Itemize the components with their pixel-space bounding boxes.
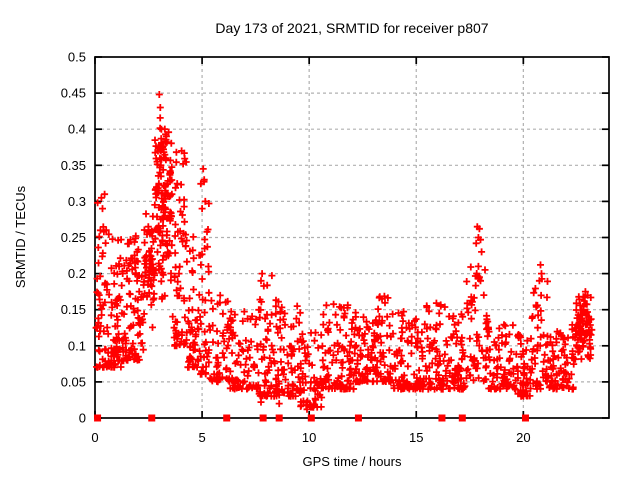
y-tick-label: 0.4 (68, 122, 86, 137)
baseline-squares (94, 414, 529, 422)
y-tick-label: 0.05 (61, 374, 86, 389)
baseline-square-marker (94, 414, 102, 422)
y-tick-label: 0.5 (68, 50, 86, 65)
y-tick-label: 0.15 (61, 302, 86, 317)
y-tick-label: 0.3 (68, 194, 86, 209)
y-tick-label: 0.35 (61, 158, 86, 173)
baseline-square-marker (307, 414, 315, 422)
baseline-square-marker (521, 414, 529, 422)
x-axis-label: GPS time / hours (303, 454, 402, 469)
y-tick-label: 0 (79, 411, 86, 426)
baseline-square-marker (354, 414, 362, 422)
x-tick-label: 20 (516, 430, 530, 445)
y-tick-label: 0.45 (61, 86, 86, 101)
baseline-square-marker (259, 414, 267, 422)
x-tick-label: 0 (91, 430, 98, 445)
axes (94, 56, 610, 419)
y-axis-label: SRMTID / TECUs (13, 185, 28, 288)
x-tick-label: 10 (302, 430, 316, 445)
x-tick-label: 15 (409, 430, 423, 445)
tick-labels: 0 5 10 15 20 0 0.05 0.1 0.15 0.2 0.25 0.3 0.35 0.4 0.4… (61, 50, 531, 446)
scatter-points (92, 91, 596, 413)
y-tick-label: 0.1 (68, 338, 86, 353)
baseline-square-marker (223, 414, 231, 422)
chart-title: Day 173 of 2021, SRMTID for receiver p80… (215, 20, 488, 36)
baseline-square-marker (438, 414, 446, 422)
baseline-square-marker (275, 414, 283, 422)
baseline-square-marker (458, 414, 466, 422)
y-tick-label: 0.2 (68, 266, 86, 281)
x-tick-label: 5 (198, 430, 205, 445)
baseline-square-marker (148, 414, 156, 422)
y-tick-label: 0.25 (61, 230, 86, 245)
data-point-markers (92, 91, 596, 413)
